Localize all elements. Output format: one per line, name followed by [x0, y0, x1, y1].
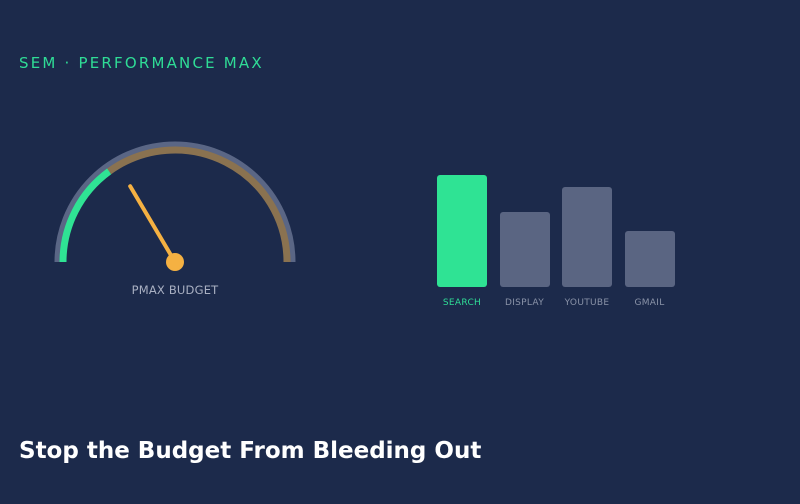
gauge-track [54, 141, 296, 263]
gauge-label: PMAX BUDGET [131, 283, 219, 297]
channel-bar-display [499, 212, 550, 287]
gauge-hub [166, 253, 184, 271]
gauge-needle [128, 184, 177, 264]
eyebrow-label: SEM · PERFORMANCE MAX [19, 54, 264, 72]
channel-label-gmail: GMAIL [634, 298, 665, 308]
channel-bar-youtube [562, 187, 612, 287]
channel-label-youtube: YOUTUBE [564, 298, 610, 308]
channel-label-search: SEARCH [442, 298, 482, 308]
gauge-amber-arc [107, 146, 291, 263]
channel-bar-search [437, 175, 487, 287]
gauge-green-arc [59, 168, 112, 263]
channel-bar-gmail [624, 231, 675, 287]
channel-label-display: DISPLAY [504, 298, 544, 308]
headline: Stop the Budget From Bleeding Out [19, 438, 482, 464]
